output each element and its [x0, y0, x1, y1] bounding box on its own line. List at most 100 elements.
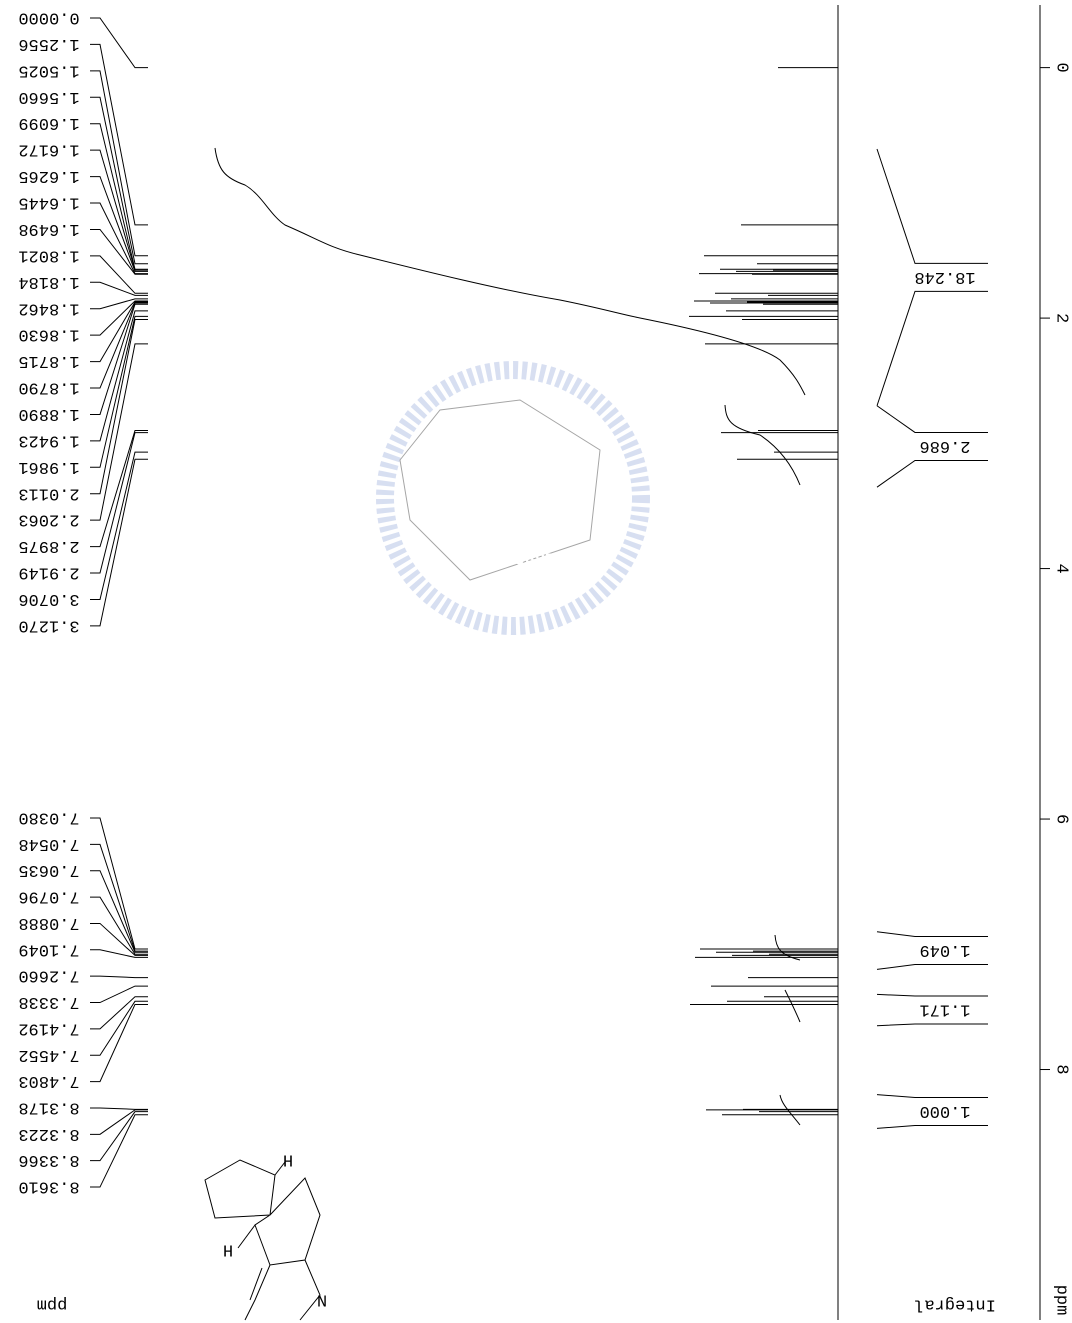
- peak-label: 7.1049: [18, 939, 79, 958]
- peak-connector: [90, 843, 148, 952]
- peak-label: 1.6445: [18, 193, 79, 212]
- peak-connector: [90, 319, 148, 495]
- peak-connector: [90, 1114, 148, 1188]
- bond: [274, 1161, 286, 1176]
- peak-connector: [90, 975, 148, 979]
- peak-label: 1.8630: [18, 325, 79, 344]
- peak-connector: [90, 17, 148, 69]
- peak-label: 7.4552: [18, 1045, 79, 1064]
- bond: [237, 1224, 256, 1249]
- peak-connector: [90, 301, 148, 363]
- peak-label: 7.0888: [18, 913, 79, 932]
- integral-value: 2.686: [919, 436, 970, 455]
- peak-label: 7.0548: [18, 834, 79, 853]
- watermark-ring: [376, 361, 650, 635]
- peak-connector: [90, 255, 148, 294]
- peak-connector: [90, 300, 148, 336]
- peak-label: 7.2660: [18, 966, 79, 985]
- peak-connector: [90, 123, 148, 270]
- peak-connector: [90, 70, 148, 257]
- peak-label: 1.6265: [18, 166, 79, 185]
- peak-label: 1.9423: [18, 430, 79, 449]
- peak-connector: [90, 43, 148, 226]
- peak-label: 8.3366: [18, 1150, 79, 1169]
- peak-connector: [90, 458, 148, 627]
- peak-label: 1.6498: [18, 219, 79, 238]
- peak-label: 1.8462: [18, 298, 79, 317]
- tick-label: 0: [1052, 63, 1071, 73]
- peak-connector: [90, 315, 148, 468]
- peak-connector: [90, 343, 148, 521]
- integral-value: 1.000: [919, 1101, 970, 1120]
- peak-connector: [90, 1107, 148, 1110]
- peak-connector: [90, 310, 148, 442]
- peak-connector: [90, 1003, 148, 1083]
- integral-value: 18.248: [914, 267, 975, 286]
- peak-label: 7.3338: [18, 992, 79, 1011]
- peak-label: 0.0000: [18, 8, 79, 27]
- integral-bracket: [876, 290, 988, 406]
- integral-curve: [724, 404, 801, 486]
- peak-connector: [90, 996, 148, 1030]
- peak-label: 1.5025: [18, 60, 79, 79]
- peak-label: 1.8890: [18, 404, 79, 423]
- peak-connector: [90, 96, 148, 265]
- peak-label: 1.6172: [18, 140, 79, 159]
- tick-label: 4: [1052, 563, 1071, 573]
- integral-value: 1.171: [919, 1000, 970, 1019]
- peak-label: 7.4192: [18, 1018, 79, 1037]
- integral-value: 1.049: [919, 940, 970, 959]
- integral-bracket: [876, 1094, 988, 1098]
- tick-label: 2: [1052, 313, 1071, 323]
- integral-bracket: [876, 405, 988, 433]
- peak-label: 7.0380: [18, 808, 79, 827]
- peak-label: 3.1270: [18, 615, 79, 634]
- atom-label: N: [317, 1290, 327, 1309]
- peak-label: 1.8790: [18, 378, 79, 397]
- integral-bracket: [876, 148, 988, 264]
- peak-label: 8.3610: [18, 1177, 79, 1196]
- peak-connector: [90, 176, 148, 272]
- peak-connector: [90, 281, 148, 296]
- integral-curve: [214, 147, 806, 396]
- peak-label: 2.0113: [18, 483, 79, 502]
- integral-bracket: [876, 1124, 988, 1129]
- integral-bracket: [876, 1023, 988, 1027]
- watermark-shape: [399, 399, 601, 581]
- peak-label: 7.0796: [18, 887, 79, 906]
- integral-curve: [784, 989, 801, 1023]
- watermark: 1896: [376, 361, 650, 635]
- peak-label: 1.6099: [18, 113, 79, 132]
- atom-label: H: [223, 1240, 233, 1259]
- integral-bracket: [876, 964, 988, 970]
- peak-connector: [90, 303, 148, 415]
- integral-bracket: [876, 993, 988, 997]
- integral-label: Integral: [914, 1295, 996, 1314]
- integral-bracket: [876, 931, 988, 938]
- peak-connector: [90, 202, 148, 275]
- peak-label: 2.9149: [18, 563, 79, 582]
- peak-connector: [90, 1000, 148, 1056]
- peak-connector: [90, 298, 148, 310]
- integral-bracket: [876, 459, 988, 488]
- peak-label: 1.8021: [18, 245, 79, 264]
- peak-label: 2.2063: [18, 510, 79, 529]
- peak-connector: [90, 817, 148, 950]
- peak-label: 1.8184: [18, 272, 79, 291]
- peak-label: 8.3223: [18, 1124, 79, 1143]
- peak-connector: [90, 870, 148, 953]
- structure: H H N: [204, 1150, 327, 1321]
- peak-connector: [90, 451, 148, 600]
- peak-connector: [90, 302, 148, 389]
- peak-connector: [90, 432, 148, 574]
- peak-label: 8.3178: [18, 1097, 79, 1116]
- peak-label: 7.0635: [18, 860, 79, 879]
- peak-label: 1.9861: [18, 457, 79, 476]
- axis-label: ppm: [1052, 1285, 1071, 1316]
- peak-connector: [90, 985, 148, 1004]
- peak-connector: [90, 1109, 148, 1135]
- peak-label: 3.0706: [18, 589, 79, 608]
- peak-axis-label: ppm: [37, 1295, 68, 1314]
- peak-label: 7.4803: [18, 1071, 79, 1090]
